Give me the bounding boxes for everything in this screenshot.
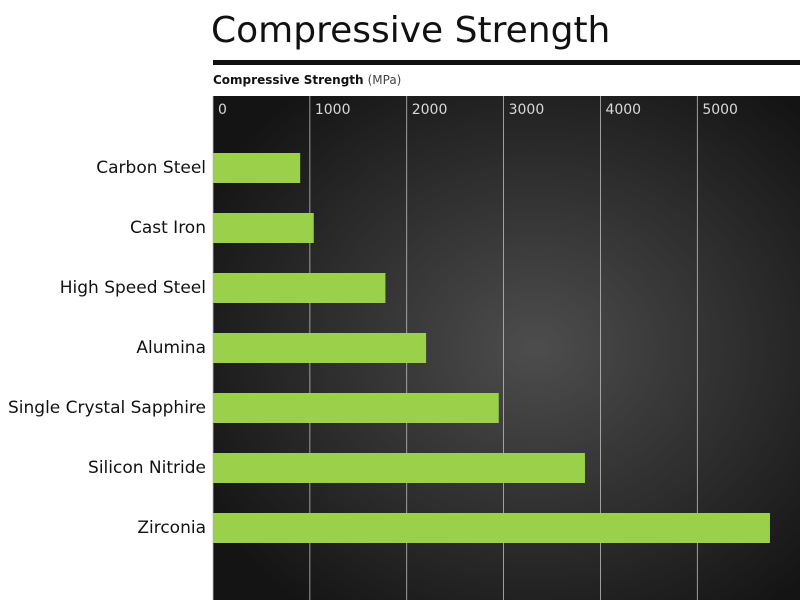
title-rule <box>213 60 800 65</box>
bar <box>213 153 301 183</box>
axis-label: Compressive Strength (MPa) <box>213 73 401 87</box>
axis-label-main: Compressive Strength <box>213 73 364 87</box>
bar <box>213 333 427 363</box>
bar <box>213 513 770 543</box>
y-tick-label: Carbon Steel <box>96 158 206 178</box>
chart-title: Compressive Strength <box>211 10 610 51</box>
y-tick-label: Zirconia <box>137 518 206 538</box>
y-tick-label: Alumina <box>136 338 206 358</box>
x-tick-label: 4000 <box>605 102 641 118</box>
axis-label-unit: (MPa) <box>368 73 402 87</box>
y-tick-label: Silicon Nitride <box>88 458 206 478</box>
bar <box>213 453 585 483</box>
bar <box>213 273 386 303</box>
x-tick-label: 1000 <box>315 102 351 118</box>
y-tick-label: High Speed Steel <box>60 278 206 298</box>
bar <box>213 393 499 423</box>
x-tick-label: 3000 <box>509 102 545 118</box>
x-tick-label: 5000 <box>702 102 738 118</box>
x-tick-label: 2000 <box>412 102 448 118</box>
bar <box>213 213 314 243</box>
y-tick-label: Single Crystal Sapphire <box>8 398 206 418</box>
x-tick-label: 0 <box>218 102 227 118</box>
y-tick-label: Cast Iron <box>130 218 206 238</box>
